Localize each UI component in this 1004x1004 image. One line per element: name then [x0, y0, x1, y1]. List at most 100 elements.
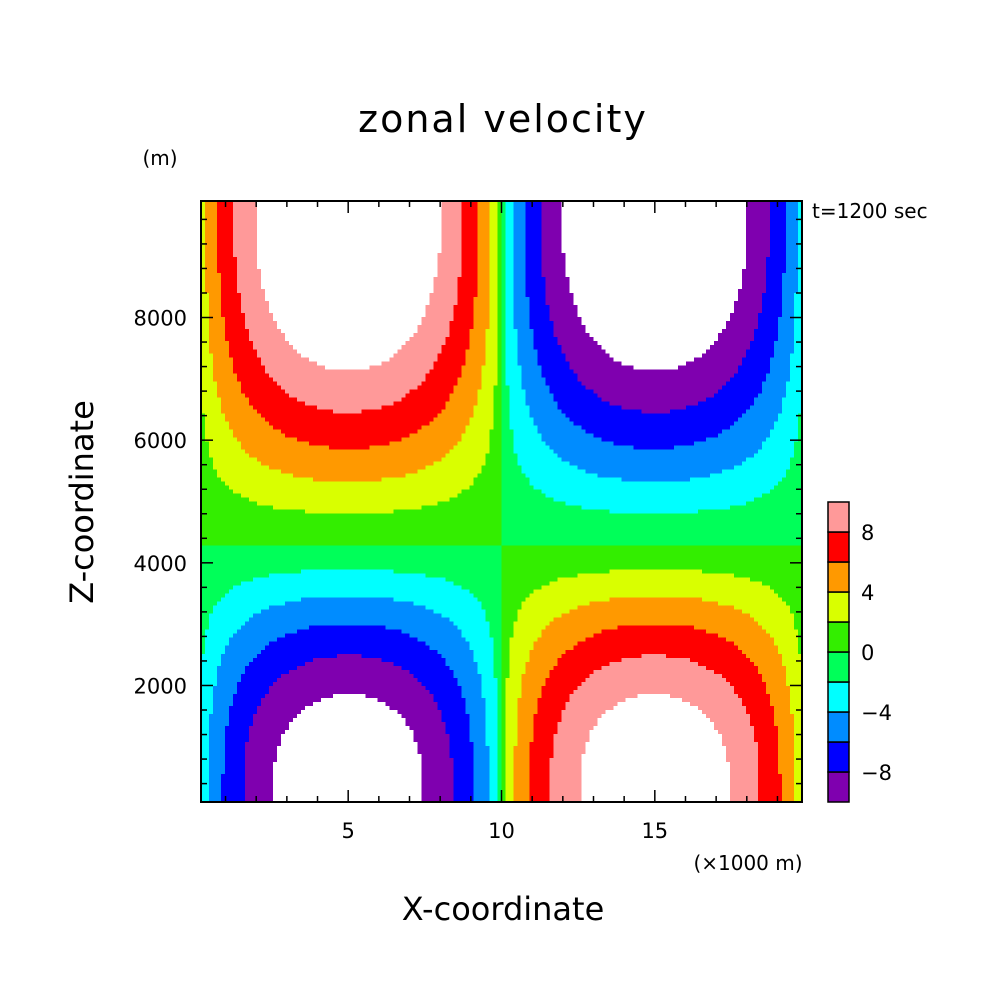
contour-cell: [497, 729, 503, 735]
contour-cell: [201, 745, 210, 751]
contour-cell: [613, 705, 699, 711]
contour-cell: [501, 565, 802, 571]
contour-cell: [513, 245, 527, 250]
contour-cell: [489, 765, 499, 771]
contour-cell: [785, 677, 802, 683]
contour-cell: [513, 265, 527, 270]
contour-cell: [569, 417, 739, 422]
contour-cell: [773, 341, 795, 346]
contour-cell: [781, 285, 799, 290]
contour-cell: [201, 665, 218, 671]
contour-cell: [493, 409, 503, 414]
contour-cell: [237, 281, 262, 286]
contour-cell: [281, 329, 418, 334]
contour-cell: [469, 345, 487, 350]
contour-cell: [225, 649, 262, 655]
contour-cell: [257, 261, 438, 266]
contour-cell: [201, 317, 210, 322]
contour-cell: [545, 493, 763, 499]
contour-cell: [509, 393, 527, 398]
contour-cell: [233, 489, 463, 495]
contour-cell: [601, 629, 707, 635]
contour-cell: [765, 273, 783, 278]
contour-cell: [221, 409, 258, 414]
contour-cell: [521, 681, 547, 687]
contour-cell: [585, 329, 723, 334]
contour-cell: [217, 261, 238, 266]
contour-cell: [401, 713, 442, 719]
contour-cell: [493, 645, 503, 651]
contour-cell: [769, 361, 791, 366]
y-unit-label: (m): [142, 146, 177, 170]
contour-cell: [229, 641, 270, 647]
contour-cell: [793, 789, 802, 795]
contour-cell: [493, 393, 503, 398]
contour-cell: [209, 453, 250, 459]
contour-cell: [517, 333, 535, 338]
contour-cell: [457, 297, 475, 302]
contour-cell: [201, 769, 210, 775]
contour-cell: [429, 369, 463, 374]
contour-cell: [269, 421, 430, 426]
contour-cell: [713, 393, 759, 398]
contour-cell: [201, 557, 503, 563]
contour-cell: [553, 325, 587, 330]
contour-cell: [301, 709, 398, 715]
contour-cell: [745, 709, 775, 715]
contour-cell: [201, 237, 206, 242]
contour-cell: [481, 373, 499, 378]
x-tick-label: 15: [641, 819, 668, 843]
contour-cell: [221, 289, 238, 294]
contour-cell: [741, 413, 779, 418]
contour-cell: [501, 525, 802, 531]
contour-cell: [477, 229, 491, 234]
contour-cell: [409, 725, 447, 731]
contour-cell: [569, 365, 635, 370]
contour-cell: [501, 321, 507, 326]
contour-cell: [533, 713, 563, 719]
contour-cell: [305, 661, 394, 667]
contour-cell: [501, 357, 507, 362]
contour-cell: [465, 429, 491, 434]
contour-cell: [209, 793, 222, 799]
contour-cell: [789, 709, 802, 715]
contour-cell: [201, 213, 206, 218]
contour-cell: [693, 625, 763, 631]
contour-cell: [581, 681, 731, 687]
contour-cell: [213, 697, 234, 703]
contour-cell: [689, 701, 743, 707]
contour-cell: [589, 673, 723, 679]
contour-cell: [201, 729, 210, 735]
contour-cell: [201, 465, 214, 471]
contour-cell: [229, 589, 471, 595]
contour-cell: [545, 285, 571, 290]
contour-cell: [241, 493, 459, 499]
contour-cell: [513, 781, 531, 787]
contour-cell: [277, 677, 418, 683]
contour-cell: [301, 569, 394, 575]
contour-cell: [493, 421, 503, 426]
contour-cell: [761, 445, 795, 451]
contour-cell: [449, 397, 479, 402]
contour-cell: [529, 789, 551, 795]
contour-cell: [721, 733, 755, 739]
contour-cell: [445, 405, 475, 410]
contour-cell: [477, 269, 491, 274]
contour-cell: [497, 733, 503, 739]
contour-cell: [481, 681, 499, 687]
contour-cell: [421, 425, 467, 430]
contour-cell: [729, 681, 767, 687]
contour-cell: [297, 397, 402, 402]
contour-cell: [481, 685, 499, 691]
contour-cell: [497, 797, 503, 802]
contour-cell: [245, 789, 274, 795]
contour-cell: [777, 329, 795, 334]
contour-cell: [765, 261, 787, 266]
contour-cell: [445, 661, 479, 667]
contour-cell: [725, 749, 759, 755]
contour-cell: [793, 349, 802, 354]
contour-cell: [753, 401, 783, 406]
contour-cell: [225, 417, 266, 422]
contour-cell: [257, 237, 442, 242]
contour-cell: [741, 277, 767, 282]
